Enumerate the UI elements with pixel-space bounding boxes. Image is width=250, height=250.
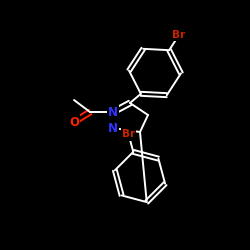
Text: O: O — [69, 116, 79, 128]
Text: N: N — [108, 122, 118, 134]
Text: Br: Br — [122, 130, 135, 140]
Text: Br: Br — [172, 30, 186, 40]
Text: N: N — [108, 106, 118, 118]
